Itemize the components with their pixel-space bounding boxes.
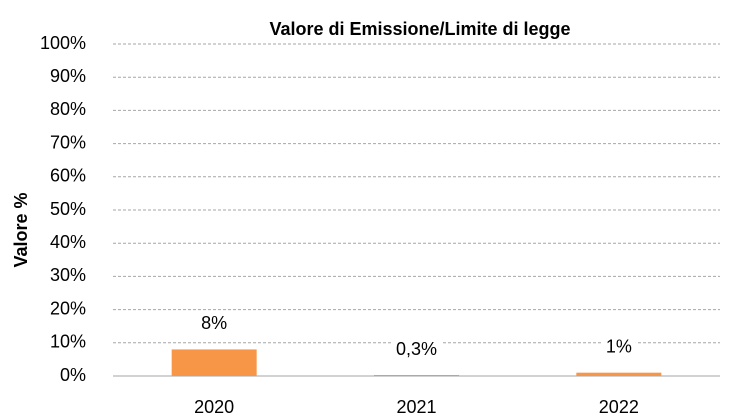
- x-tick-label: 2021: [396, 397, 436, 417]
- y-tick-label: 10%: [50, 332, 86, 352]
- y-axis-label: Valore %: [11, 192, 31, 267]
- data-label-background: [391, 336, 442, 361]
- data-label: 8%: [201, 313, 227, 333]
- data-label: 0,3%: [396, 339, 437, 359]
- chart-title: Valore di Emissione/Limite di legge: [269, 19, 570, 39]
- bar: [374, 375, 459, 376]
- y-tick-label: 90%: [50, 66, 86, 86]
- x-tick-label: 2022: [599, 397, 639, 417]
- data-label-background: [601, 334, 636, 359]
- y-tick-label: 80%: [50, 99, 86, 119]
- y-tick-label: 20%: [50, 298, 86, 318]
- bar: [171, 349, 257, 376]
- y-tick-label: 0%: [60, 365, 86, 385]
- y-tick-label: 100%: [40, 33, 86, 53]
- data-label-background: [197, 311, 232, 336]
- x-tick-label: 2020: [194, 397, 234, 417]
- y-tick-label: 50%: [50, 199, 86, 219]
- y-tick-label: 60%: [50, 166, 86, 186]
- data-label: 1%: [606, 336, 632, 356]
- y-tick-label: 40%: [50, 232, 86, 252]
- y-tick-label: 30%: [50, 265, 86, 285]
- y-tick-label: 70%: [50, 132, 86, 152]
- bar: [576, 372, 662, 376]
